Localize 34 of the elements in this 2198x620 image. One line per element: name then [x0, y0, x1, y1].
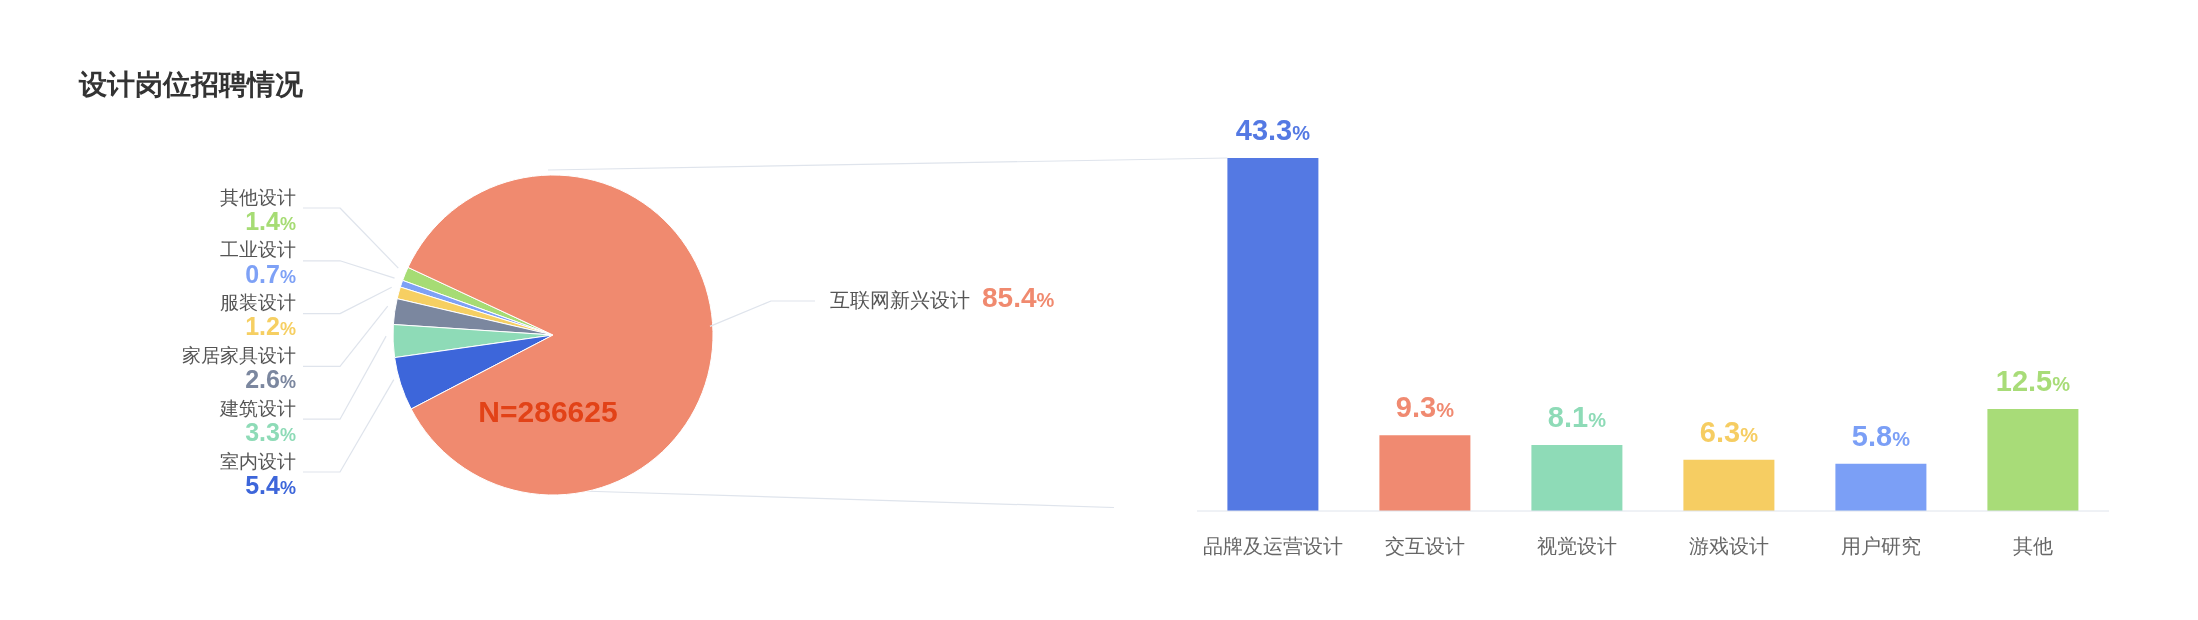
x-tick-label: 品牌及运营设计 — [1203, 535, 1343, 558]
data-label: 3.3% — [245, 417, 296, 446]
bar — [1683, 459, 1775, 511]
x-tick-label: 其他 — [2013, 535, 2053, 558]
data-label: 5.8% — [1851, 419, 1911, 452]
x-tick-label: 游戏设计 — [1689, 535, 1769, 558]
data-label: 2.6% — [245, 365, 296, 394]
bar — [1227, 158, 1319, 511]
data-label: 6.3% — [1699, 415, 1759, 448]
data-label: 1.2% — [245, 312, 296, 341]
data-label: 0.7% — [245, 259, 296, 288]
x-tick-label: 交互设计 — [1385, 535, 1465, 558]
data-label: 1.4% — [245, 206, 296, 235]
x-tick-label: 用户研究 — [1841, 535, 1921, 558]
slice-label: 工业设计 — [220, 239, 296, 261]
slice-label: 互联网新兴设计 — [830, 288, 970, 311]
data-label: 8.1% — [1547, 400, 1607, 433]
slice-label: 室内设计 — [220, 450, 296, 472]
bar — [1987, 409, 2079, 511]
data-label: 85.4% — [982, 281, 1055, 313]
text: N=286625 — [478, 395, 618, 429]
data-label: 43.3% — [1235, 114, 1311, 146]
data-label: 9.3% — [1395, 391, 1455, 424]
data-label: 12.5% — [1995, 365, 2071, 398]
slice-label: 其他设计 — [220, 186, 296, 208]
slice-label: 家居家具设计 — [182, 345, 296, 367]
x-tick-label: 视觉设计 — [1537, 535, 1617, 558]
bar — [1531, 444, 1623, 511]
bar — [1835, 463, 1927, 511]
chart-title: 设计岗位招聘情况 — [79, 68, 303, 102]
bar — [1379, 435, 1471, 511]
data-label: 5.4% — [245, 470, 296, 499]
slice-label: 服装设计 — [220, 292, 296, 314]
slice-label: 建筑设计 — [219, 397, 296, 419]
